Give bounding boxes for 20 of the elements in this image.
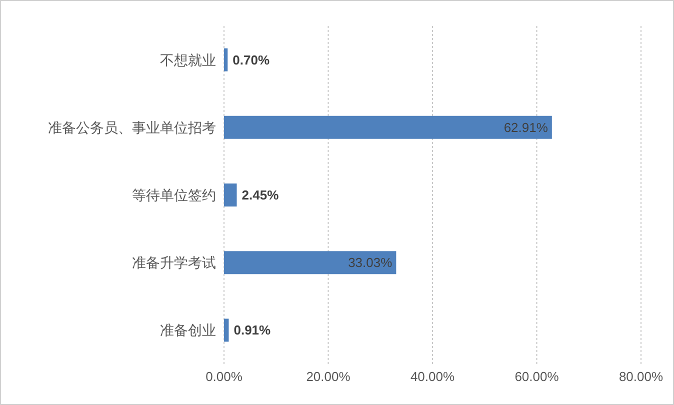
data-label: 33.03%	[348, 255, 393, 270]
x-tick-label: 80.00%	[618, 369, 664, 384]
data-label: 0.70%	[232, 52, 270, 68]
bar	[224, 48, 228, 72]
x-tick-label: 0.00%	[206, 369, 243, 384]
y-tick-label: 准备公务员、事业单位招考	[48, 119, 216, 136]
bar	[224, 318, 229, 342]
x-tick-label: 20.00%	[306, 369, 351, 384]
bar	[224, 116, 552, 139]
bar	[224, 251, 396, 274]
y-tick-label: 准备创业	[160, 322, 216, 338]
bar	[224, 184, 237, 207]
data-label: 0.91%	[234, 322, 272, 338]
data-label: 2.45%	[242, 188, 280, 203]
y-tick-label: 不想就业	[160, 52, 216, 68]
y-tick-label: 准备升学考试	[132, 254, 216, 271]
x-tick-label: 40.00%	[410, 369, 455, 384]
y-tick-label: 等待单位签约	[132, 186, 216, 203]
data-label: 62.91%	[504, 120, 548, 135]
x-tick-label: 60.00%	[514, 369, 560, 384]
